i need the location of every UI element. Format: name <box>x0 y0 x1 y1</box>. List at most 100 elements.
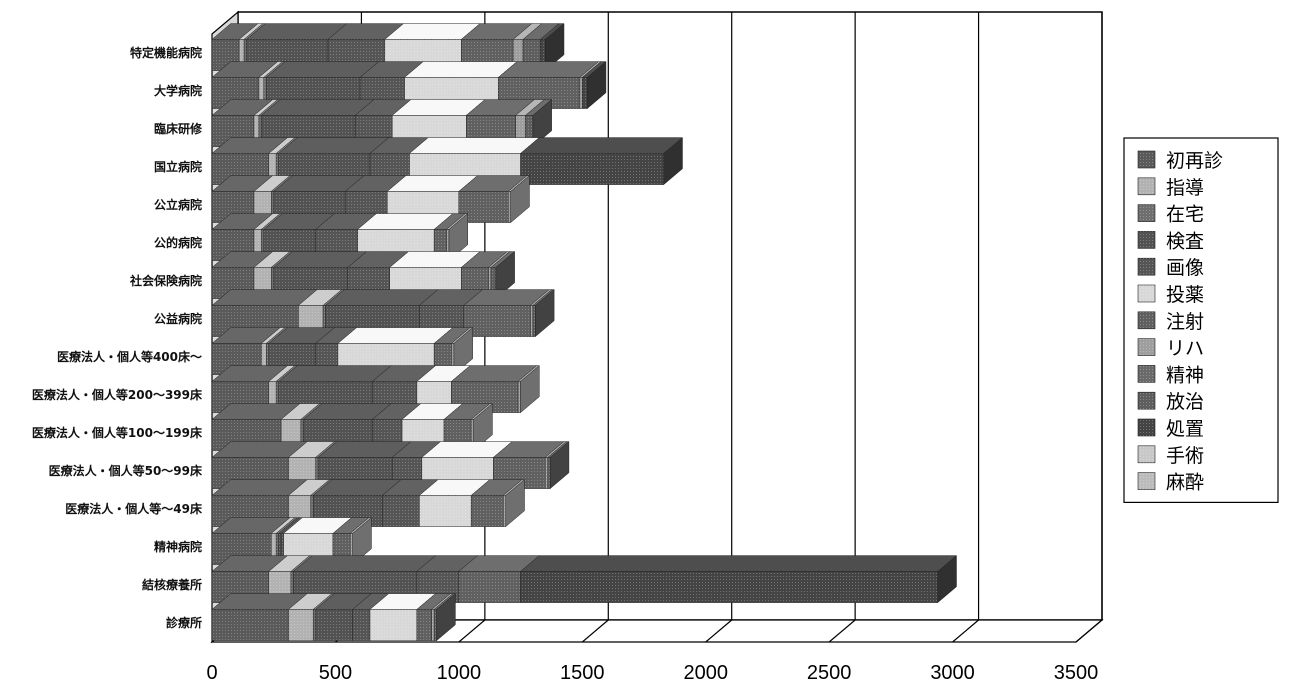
x-axis-tick-labels: 0 500 1000 1500 2000 2500 3000 3500 <box>206 662 1098 684</box>
legend-item: 麻酔 <box>1137 472 1204 494</box>
bar-segment-texture <box>545 457 548 489</box>
legend-label: 画像 <box>1166 257 1204 279</box>
bar-segment-texture <box>382 495 420 527</box>
bar-segment-texture <box>276 381 279 413</box>
bar-segment-texture <box>369 609 417 641</box>
x-tick-label: 1000 <box>437 662 482 684</box>
bar-segment-texture <box>525 115 533 147</box>
legend-swatch-texture <box>1138 365 1155 383</box>
category-label: 国立病院 <box>154 159 202 174</box>
bar-segment-top <box>277 137 390 154</box>
bar-segment-texture <box>530 305 533 337</box>
bar-segment-texture <box>288 609 314 641</box>
bar-segment <box>322 289 345 337</box>
legend-label: 手術 <box>1166 445 1204 467</box>
x-tick-label: 0 <box>206 662 217 684</box>
bar-segment-texture <box>244 39 247 71</box>
bar-segment-texture <box>281 533 284 565</box>
legend-label: 検査 <box>1166 230 1204 252</box>
bar-segment-top <box>519 137 684 154</box>
bar-segment-texture <box>263 77 267 109</box>
bar-row <box>211 593 457 642</box>
legend-item: 放治 <box>1137 391 1204 413</box>
bar-segment-texture <box>520 571 938 603</box>
floor-gridline <box>952 619 979 643</box>
bar-segment <box>211 593 308 641</box>
bar-end-face <box>586 61 607 110</box>
bar-segment-top <box>292 555 437 572</box>
bar-segment-texture <box>515 115 526 147</box>
bar-segment-texture <box>276 533 279 565</box>
x-tick-label: 1500 <box>560 662 605 684</box>
legend-swatch-texture <box>1138 392 1155 410</box>
category-label: 臨床研修 <box>154 121 203 136</box>
legend-item: 検査 <box>1137 230 1204 252</box>
legend-item: 指導 <box>1137 177 1204 199</box>
bar-end-face <box>453 327 473 376</box>
bar-segment-texture <box>258 115 262 147</box>
bar-segment-top <box>324 289 439 306</box>
legend-swatch-texture <box>1138 151 1155 168</box>
bar-segment-texture <box>310 495 314 527</box>
bar-end-face <box>473 403 493 452</box>
bars <box>211 23 958 642</box>
category-label: 特定機能病院 <box>130 45 202 60</box>
legend-item: 初再診 <box>1137 150 1223 172</box>
bar-segment-texture <box>508 191 511 223</box>
bar-segment-texture <box>490 267 496 299</box>
legend-label: 初再診 <box>1166 150 1223 172</box>
legend-swatch-texture <box>1138 338 1155 356</box>
category-label: 医療法人・個人等～49床 <box>65 501 203 516</box>
legend-swatch-texture <box>1138 258 1155 276</box>
legend-label: 注射 <box>1166 311 1204 333</box>
legend-swatch-texture <box>1138 311 1155 329</box>
bar-segment-texture <box>488 267 491 299</box>
legend-swatch-texture <box>1138 419 1155 436</box>
bar-segment-texture <box>266 343 269 375</box>
bar-end-face <box>495 251 515 300</box>
bar-segment-texture <box>258 77 264 109</box>
bar-segment <box>470 479 523 527</box>
bar-segment-texture <box>419 495 472 527</box>
bar-end-face <box>663 137 683 186</box>
bar-segment <box>458 555 540 603</box>
legend-label: 投薬 <box>1166 284 1204 306</box>
legend-item: 投薬 <box>1137 284 1204 306</box>
legend-label: 在宅 <box>1166 204 1204 226</box>
bar-end-face <box>510 175 530 224</box>
bar-segment-texture <box>416 609 432 641</box>
bar-end-face <box>505 479 525 528</box>
x-tick-label: 2500 <box>807 662 852 684</box>
legend-item: 処置 <box>1137 418 1204 440</box>
bar-segment <box>517 365 540 413</box>
bar-segment-texture <box>513 39 524 71</box>
category-label: 公立病院 <box>154 197 202 212</box>
legend-item: 精神 <box>1137 364 1204 386</box>
floor-gridline <box>705 619 733 643</box>
bar-segment <box>312 479 402 527</box>
bar-segment <box>381 479 439 527</box>
legend-label: 指導 <box>1166 177 1204 199</box>
bar-segment-texture <box>579 77 583 109</box>
bar-end-face <box>535 289 555 338</box>
bar-segment-texture <box>261 343 267 375</box>
legend-swatch-texture <box>1138 177 1155 195</box>
bar-segment <box>369 593 437 641</box>
bar-segment-texture <box>290 571 294 603</box>
bar-segment-texture <box>352 609 370 641</box>
legend-item: 手術 <box>1137 445 1204 467</box>
bar-segment-texture <box>451 343 454 375</box>
bar-segment-texture <box>268 153 277 185</box>
bar-segment-top <box>403 61 518 78</box>
bar-segment <box>579 61 602 109</box>
bar-segment <box>463 289 550 337</box>
bar-segment <box>287 593 333 641</box>
bar-segment-texture <box>315 609 353 641</box>
bar-end-face <box>532 99 552 148</box>
bar-segment-texture <box>518 381 521 413</box>
bar-end-face <box>520 365 540 414</box>
bar-segment-texture <box>458 571 521 603</box>
category-label: 診療所 <box>166 615 202 630</box>
legend-swatch-texture <box>1138 231 1155 249</box>
